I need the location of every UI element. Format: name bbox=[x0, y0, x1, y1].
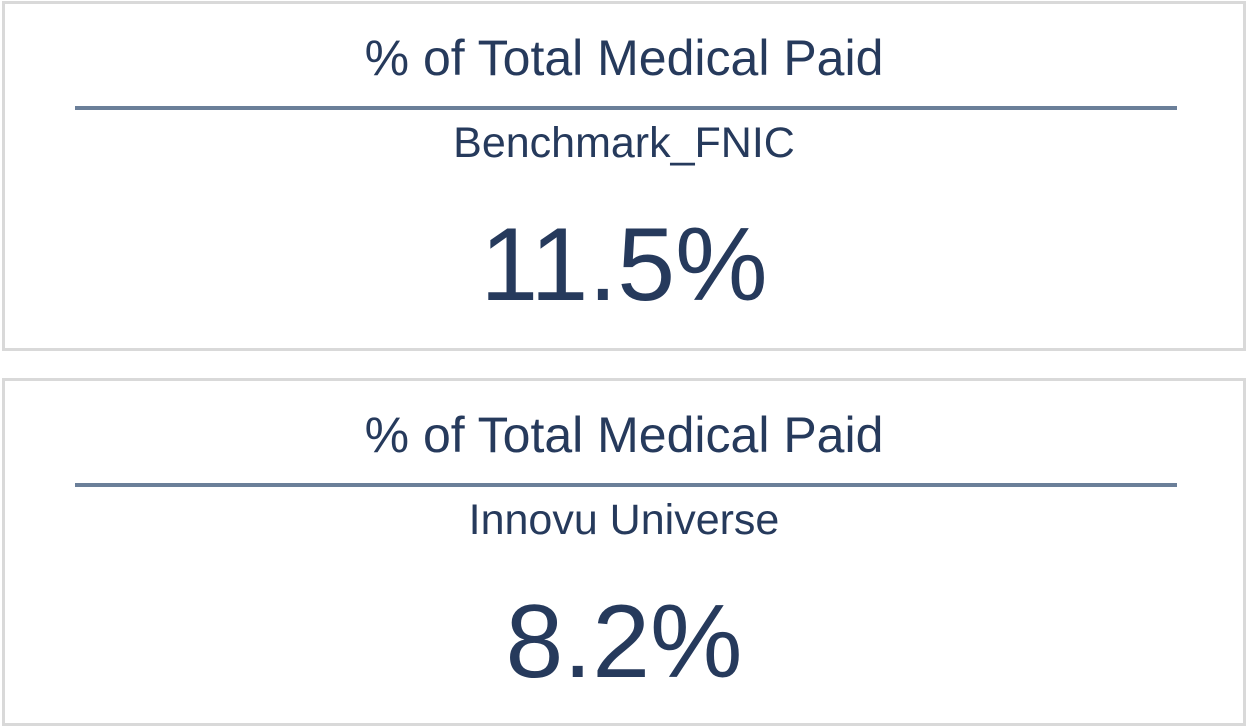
title-divider bbox=[75, 106, 1177, 110]
title-divider bbox=[75, 483, 1177, 487]
kpi-card-benchmark: % of Total Medical Paid Benchmark_FNIC 1… bbox=[2, 1, 1246, 351]
kpi-value: 11.5% bbox=[480, 207, 768, 323]
kpi-title: % of Total Medical Paid bbox=[364, 30, 884, 86]
kpi-value: 8.2% bbox=[505, 584, 743, 700]
kpi-subtitle: Benchmark_FNIC bbox=[453, 119, 795, 167]
kpi-title: % of Total Medical Paid bbox=[364, 407, 884, 463]
kpi-card-universe: % of Total Medical Paid Innovu Universe … bbox=[2, 378, 1246, 726]
kpi-subtitle: Innovu Universe bbox=[468, 496, 780, 544]
